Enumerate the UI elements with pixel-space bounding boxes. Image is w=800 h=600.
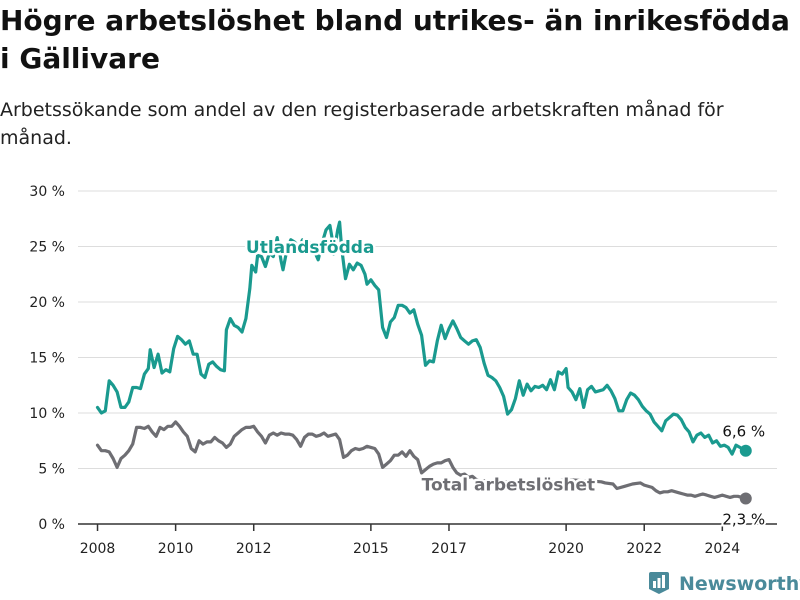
series-line-total [95, 420, 748, 501]
x-tick-label: 2008 [80, 541, 116, 557]
newsworthy-logo-icon [646, 569, 672, 599]
series-lines [95, 220, 752, 505]
chart-subtitle: Arbetssökande som andel av den registerb… [0, 99, 724, 149]
x-tick-label: 2024 [705, 541, 741, 557]
end-value-label-utlandsfodda: 6,6 % [722, 423, 765, 441]
y-tick-label: 5 % [38, 462, 65, 478]
y-tick-label: 25 % [29, 240, 65, 256]
end-point-marker [739, 444, 752, 457]
chart-title: Högre arbetslöshet bland utrikes- än inr… [0, 4, 790, 75]
y-tick-label: 0 % [38, 517, 65, 533]
x-tick-label: 2010 [158, 541, 194, 557]
x-tick-label: 2020 [548, 541, 584, 557]
series-labels: Utlandsfödda Total arbetslöshet 6,6 % 2,3 % [243, 236, 767, 531]
x-tick-label: 2012 [236, 541, 272, 557]
series-line-utlandsfodda [95, 220, 748, 456]
x-tick-label: 2017 [431, 541, 467, 557]
y-tick-label: 20 % [29, 295, 65, 311]
y-tick-label: 15 % [29, 351, 65, 367]
end-point-marker [739, 492, 752, 505]
brand-name: Newsworthy [679, 573, 800, 595]
grid-lines [78, 190, 777, 469]
y-axis-ticks: 0 % 5 % 10 % 15 % 20 % 25 % 30 % [29, 184, 65, 533]
y-tick-label: 10 % [29, 406, 65, 422]
x-tick-label: 2022 [626, 541, 662, 557]
x-axis: 2008 2010 2012 2015 2017 2020 2022 2024 [78, 523, 777, 557]
end-value-label-total: 2,3 % [722, 510, 765, 528]
series-label-utlandsfodda: Utlandsfödda [246, 238, 375, 258]
series-label-total: Total arbetslöshet [422, 476, 596, 496]
y-tick-label: 30 % [29, 184, 65, 200]
x-tick-label: 2015 [353, 541, 389, 557]
newsworthy-brand[interactable]: Newsworthy [646, 570, 800, 598]
